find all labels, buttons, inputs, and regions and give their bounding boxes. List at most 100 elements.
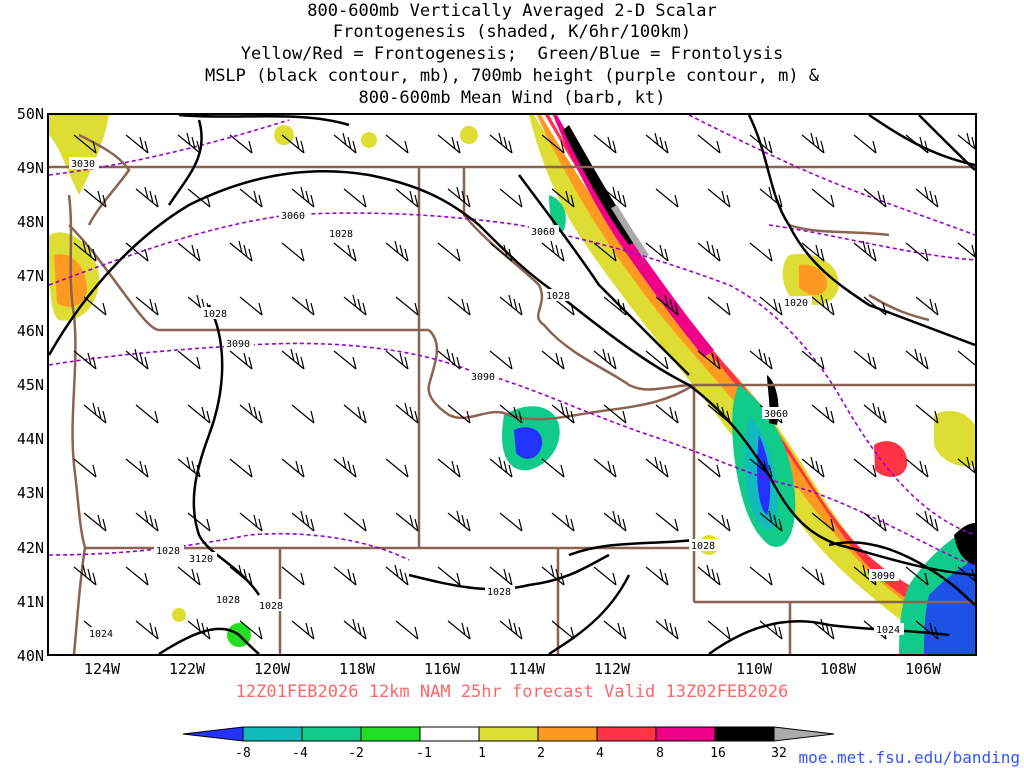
wind-barb: [541, 350, 565, 370]
wind-barb: [541, 134, 565, 154]
lon-label: 112W: [593, 660, 631, 678]
colorbar-label: 1: [478, 746, 486, 761]
wind-barb: [603, 404, 627, 424]
wind-barb: [499, 404, 523, 424]
wind-barb: [333, 566, 357, 586]
wind-barb: [655, 512, 679, 532]
colorbar-label: 8: [656, 746, 664, 761]
mslp-label: 1028: [259, 601, 283, 612]
wind-barb: [749, 242, 773, 262]
wind-barb: [707, 296, 731, 316]
lat-label: 42N: [16, 539, 44, 557]
wind-barb: [83, 188, 107, 208]
map-canvas: 1028 1028 1028 1028 1028 1028 1028 1020 …: [49, 115, 975, 654]
wind-barb: [801, 566, 825, 586]
wind-barb: [499, 618, 523, 640]
lon-label: 118W: [338, 660, 376, 678]
mslp-label: 1028: [156, 546, 180, 557]
wind-barb: [291, 186, 315, 208]
wind-barb: [73, 458, 97, 478]
wind-barb: [801, 350, 825, 370]
lon-label: 120W: [253, 660, 291, 678]
wind-barb: [551, 188, 575, 208]
wind-barb: [759, 186, 783, 208]
wind-barb: [177, 132, 201, 154]
colorbar-label: -4: [292, 746, 308, 761]
mslp-label: 1028: [546, 291, 570, 302]
wind-barb: [281, 242, 305, 262]
colorbar-label: 32: [771, 746, 787, 761]
wind-barb: [863, 402, 887, 424]
wind-barb: [187, 512, 211, 532]
wind-barb: [177, 350, 201, 370]
wind-barb: [73, 564, 97, 586]
wind-barb: [645, 456, 669, 478]
wind-barb: [239, 296, 263, 316]
wind-barb: [905, 242, 929, 262]
wind-barb: [489, 242, 513, 262]
wind-barb: [135, 620, 159, 640]
wind-barb: [291, 296, 315, 316]
mslp-label: 1028: [691, 541, 715, 552]
wind-barb: [655, 618, 679, 640]
wind-barb: [551, 620, 575, 640]
height-label: 3060: [281, 211, 305, 222]
wind-barb: [489, 566, 513, 586]
colorbar-label: 16: [710, 746, 726, 761]
wind-barb: [73, 240, 97, 262]
colorbar-label: -1: [416, 746, 432, 761]
wind-barb: [905, 566, 929, 586]
wind-barb: [229, 240, 253, 262]
wind-barb: [333, 350, 357, 370]
wind-barb: [83, 512, 107, 532]
wind-barb: [125, 242, 149, 262]
wind-barb: [957, 350, 975, 366]
lon-label: 108W: [819, 660, 857, 678]
wind-barb: [863, 296, 887, 316]
lat-label: 49N: [16, 159, 44, 177]
wind-barb: [281, 134, 305, 154]
wind-barb: [603, 620, 627, 640]
forecast-valid-time: 12Z01FEB2026 12km NAM 25hr forecast Vali…: [235, 682, 789, 702]
wind-barb: [603, 186, 627, 208]
wind-barb: [135, 296, 159, 316]
mslp-label: 1024: [876, 625, 900, 636]
title-line-4: MSLP (black contour, mb), 700mb height (…: [204, 66, 820, 86]
title-line-5: 800-600mb Mean Wind (barb, kt): [358, 88, 666, 108]
colorbar-cell: [537, 726, 598, 742]
wind-barb: [541, 240, 565, 262]
wind-barb: [603, 296, 627, 316]
lon-label: 122W: [168, 660, 206, 678]
credit-link[interactable]: moe.met.fsu.edu/banding: [798, 748, 1020, 767]
wind-barb: [593, 242, 617, 262]
height-label: 3090: [871, 571, 895, 582]
lat-label: 40N: [16, 647, 44, 665]
wind-barb: [437, 566, 461, 586]
wind-barb: [957, 132, 975, 150]
wind-barb: [187, 404, 211, 424]
wind-barb: [957, 242, 975, 258]
mslp-label: 1028: [329, 229, 353, 240]
wind-barb: [499, 188, 523, 208]
wind-barb: [437, 458, 461, 478]
wind-barb: [957, 566, 975, 582]
wind-barb: [385, 350, 409, 370]
wind-barb: [343, 512, 367, 532]
colorbar-label: 4: [596, 746, 604, 761]
wind-barb: [291, 620, 315, 640]
lat-label: 45N: [16, 376, 44, 394]
wind-barb: [333, 132, 357, 154]
wind-barb: [447, 620, 471, 640]
wind-barb: [759, 620, 783, 640]
colorbar-cell: [419, 726, 480, 742]
height-label: 3090: [226, 339, 250, 350]
wind-barb: [551, 512, 575, 532]
wind-barb: [291, 510, 315, 532]
height-label: 3090: [471, 372, 495, 383]
state-borders: [49, 133, 975, 654]
wind-barb: [395, 188, 419, 208]
wind-barb: [125, 458, 149, 478]
wind-barb: [853, 134, 877, 154]
wind-barb: [853, 350, 877, 370]
wind-barb: [853, 240, 877, 262]
